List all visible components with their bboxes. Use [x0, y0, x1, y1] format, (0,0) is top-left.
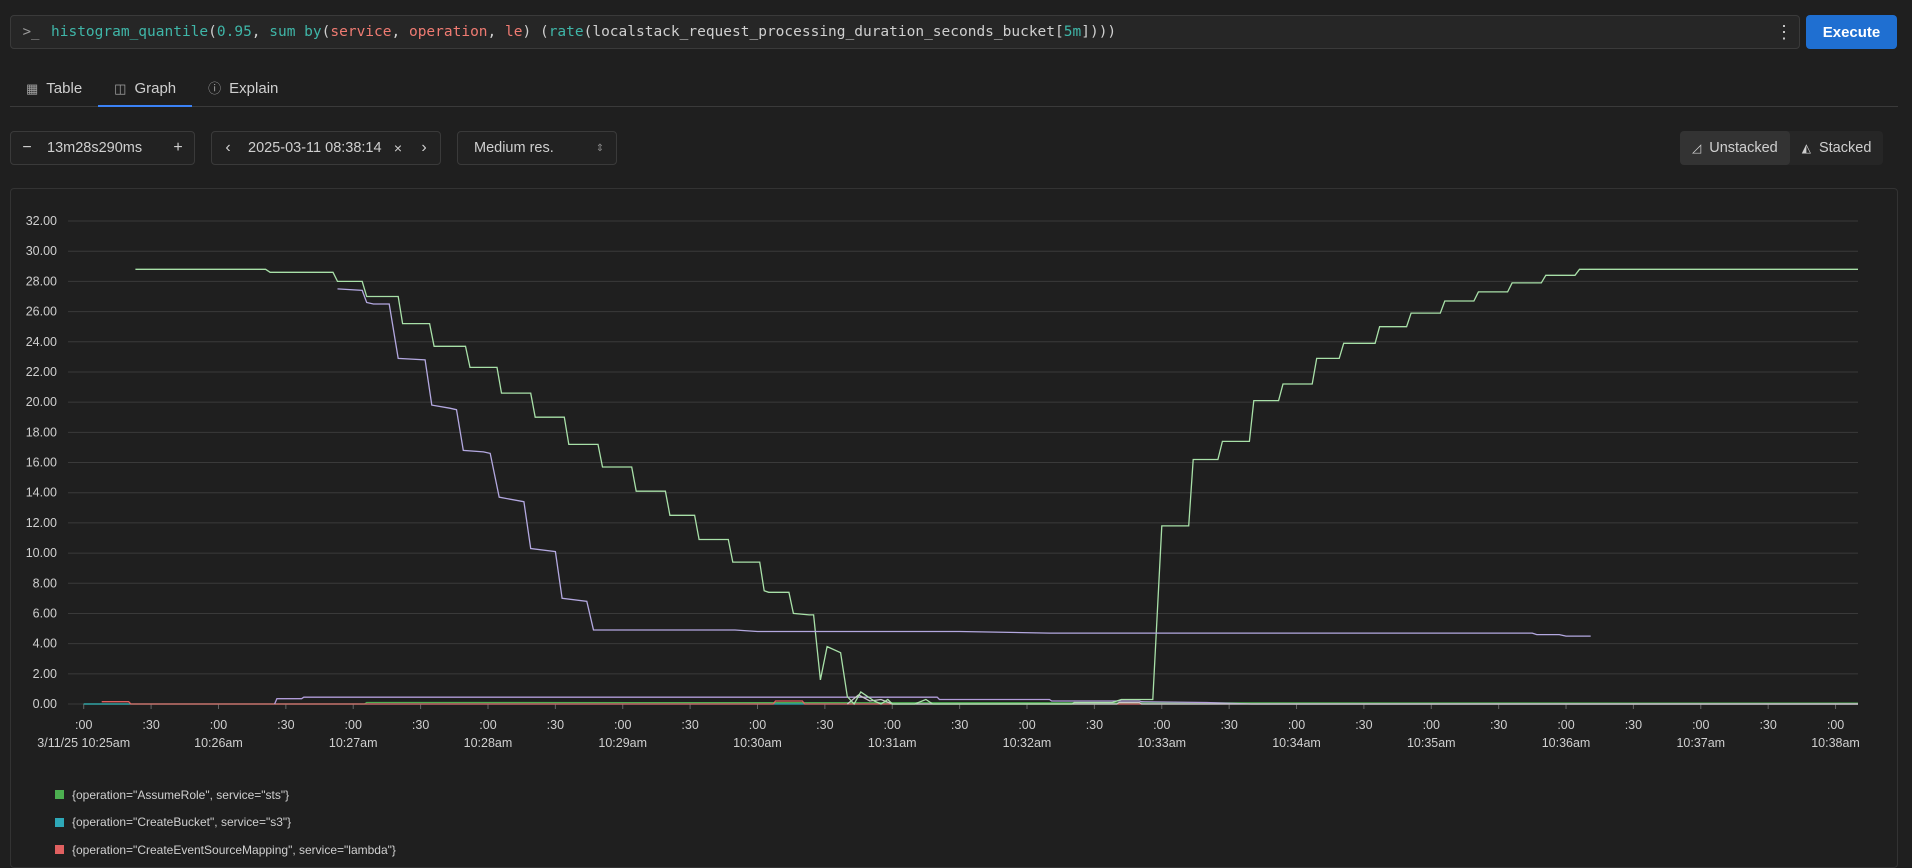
query-punct: ,: [391, 24, 409, 40]
query-punct: (: [583, 24, 593, 40]
line-chart-icon: ◿: [1692, 141, 1702, 155]
legend-swatch: [55, 790, 64, 800]
query-aggregator: sum by: [269, 24, 322, 40]
query-label: service: [330, 24, 392, 40]
unstacked-button[interactable]: ◿ Unstacked: [1680, 131, 1790, 165]
query-range-duration: 5m: [1063, 24, 1082, 40]
clear-end-time-icon[interactable]: ×: [393, 140, 403, 156]
legend-label: {operation="CreateBucket", service="s3"}: [72, 815, 292, 830]
chevron-updown-icon: ⇕: [595, 142, 605, 154]
query-punct: ,: [251, 24, 270, 40]
more-options-icon[interactable]: ⋮: [1775, 21, 1793, 42]
query-quantile: 0.95: [216, 24, 252, 40]
tab-label: Table: [46, 79, 83, 97]
chevron-right-icon[interactable]: ›: [421, 139, 427, 156]
end-time-group: ‹ 2025-03-11 08:38:14 × ›: [211, 131, 441, 165]
query-rate-function: rate: [548, 24, 584, 40]
tab-explain[interactable]: ⓘ Explain: [192, 72, 294, 105]
resolution-select[interactable]: Medium res. ⇕: [457, 131, 617, 165]
query-punct: ,: [487, 24, 506, 40]
unstacked-label: Unstacked: [1709, 140, 1778, 156]
view-tabs: ▦ Table ◫ Graph ⓘ Explain: [10, 72, 1898, 107]
legend-item[interactable]: {operation="AssumeRole", service="sts"}: [55, 781, 396, 809]
query-punct: ))): [1089, 24, 1117, 40]
query-punct: (: [321, 24, 331, 40]
query-punct: ]: [1081, 24, 1090, 40]
resolution-value: Medium res.: [474, 140, 554, 156]
tab-label: Explain: [229, 79, 279, 97]
info-icon: ⓘ: [208, 80, 222, 96]
area-chart-icon: ◭: [1801, 141, 1811, 155]
range-input-group: − 13m28s290ms +: [10, 131, 195, 165]
stacked-button[interactable]: ◭ Stacked: [1790, 131, 1884, 165]
stack-toggle: ◿ Unstacked ◭ Stacked: [1680, 131, 1884, 165]
query-label: operation: [408, 24, 488, 40]
query-editor[interactable]: >_ histogram_quantile(0.95, sum by(servi…: [10, 15, 1800, 49]
legend-label: {operation="AssumeRole", service="sts"}: [72, 787, 290, 802]
legend-label: {operation="CreateEventSourceMapping", s…: [72, 842, 396, 857]
graph-icon: ◫: [114, 80, 127, 96]
chart-legend: {operation="AssumeRole", service="sts"} {…: [55, 781, 396, 864]
query-label: le: [505, 24, 523, 40]
increase-range-button[interactable]: +: [173, 139, 183, 156]
end-time-input[interactable]: 2025-03-11 08:38:14: [248, 140, 382, 156]
query-metric: localstack_request_processing_duration_s…: [592, 24, 1056, 40]
decrease-range-button[interactable]: −: [22, 139, 32, 156]
stacked-label: Stacked: [1818, 140, 1872, 156]
query-expression[interactable]: histogram_quantile(0.95, sum by(service,…: [51, 24, 1769, 40]
terminal-prompt-icon: >_: [22, 24, 40, 40]
tab-graph[interactable]: ◫ Graph: [98, 72, 193, 107]
legend-item[interactable]: {operation="CreateEventSourceMapping", s…: [55, 836, 396, 864]
execute-button[interactable]: Execute: [1806, 15, 1897, 49]
chevron-left-icon[interactable]: ‹: [225, 139, 231, 156]
query-punct: [: [1055, 24, 1064, 40]
tab-label: Graph: [134, 79, 177, 97]
table-icon: ▦: [26, 80, 39, 96]
query-function: histogram_quantile: [51, 24, 209, 40]
range-input[interactable]: 13m28s290ms: [47, 140, 143, 156]
tab-table[interactable]: ▦ Table: [10, 72, 98, 105]
query-punct: (: [208, 24, 217, 40]
legend-item[interactable]: {operation="CreateBucket", service="s3"}: [55, 809, 396, 837]
legend-swatch: [55, 845, 64, 855]
chart-panel: [10, 188, 1898, 868]
legend-swatch: [55, 817, 64, 827]
query-punct: ) (: [522, 24, 549, 40]
